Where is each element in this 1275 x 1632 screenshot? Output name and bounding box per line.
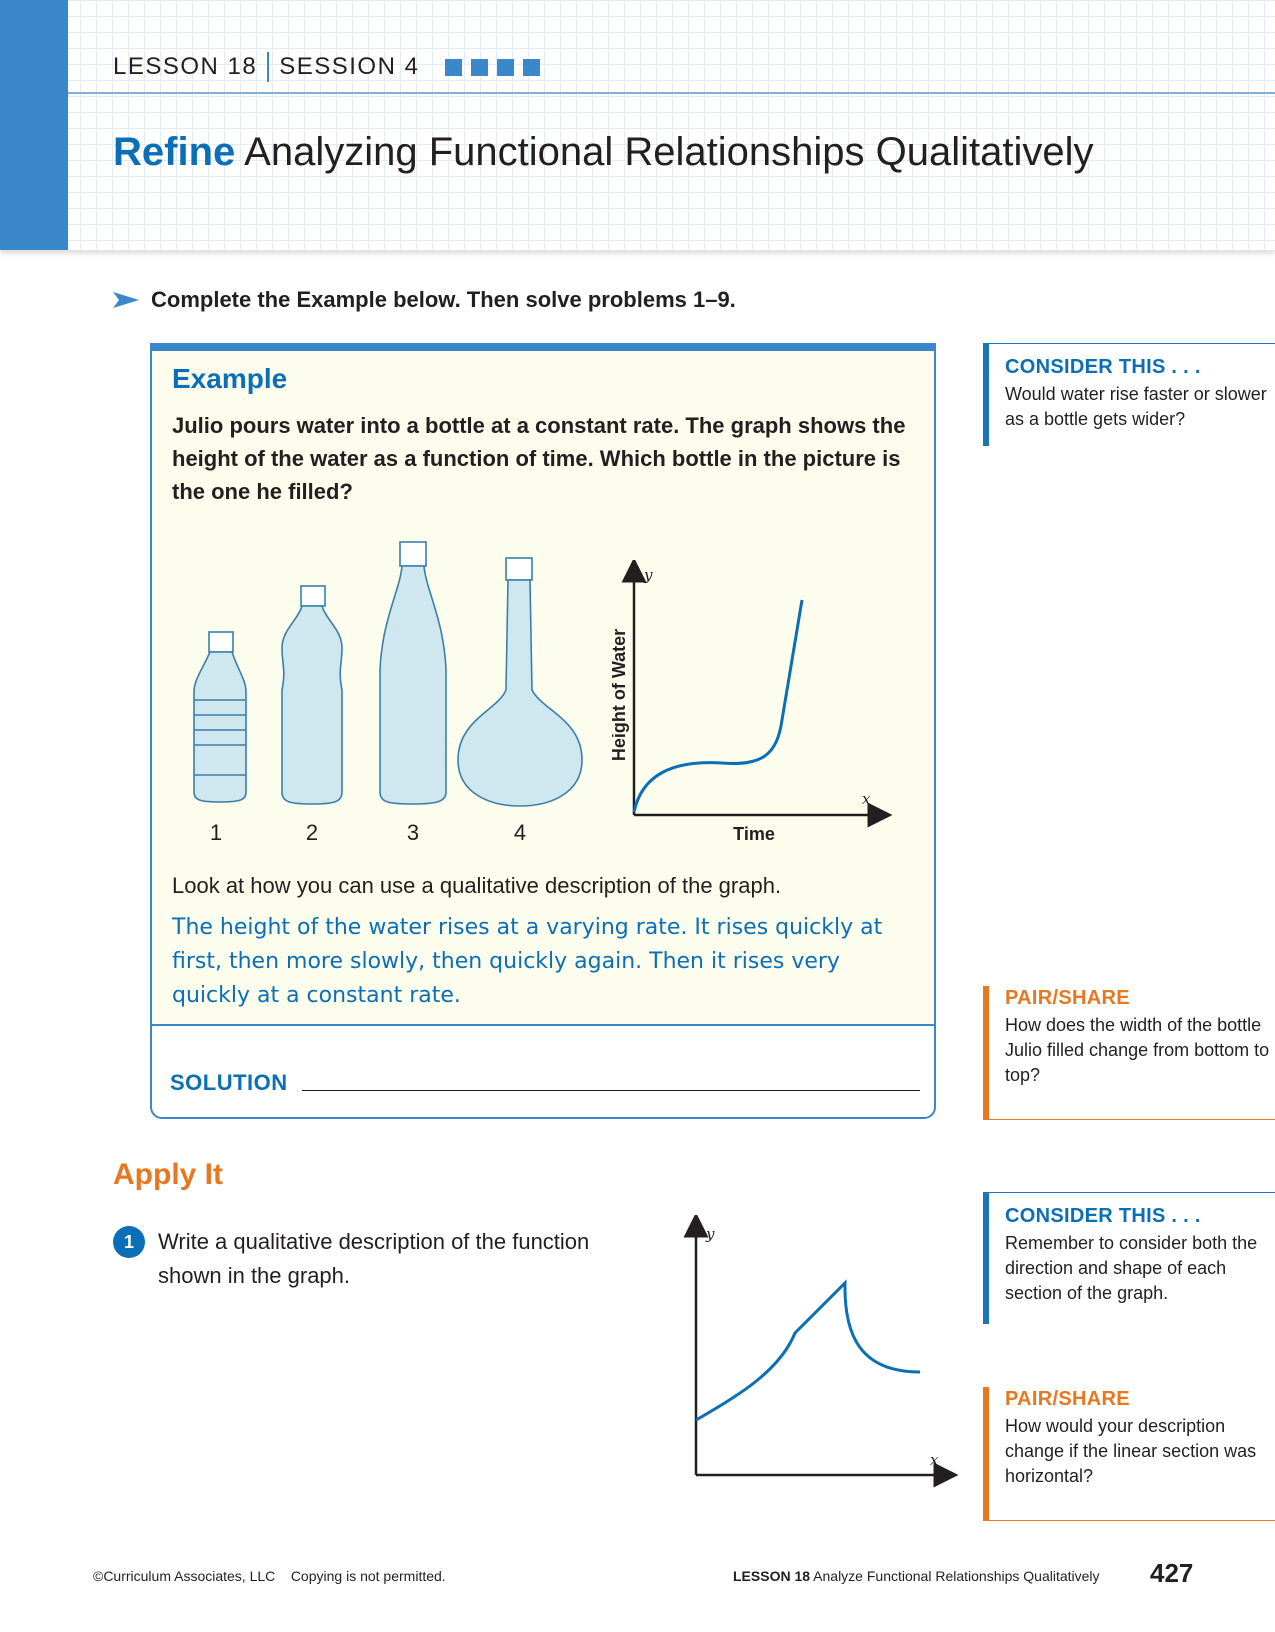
session-label: SESSION 4 bbox=[279, 53, 420, 80]
bottle-4-icon bbox=[457, 557, 583, 807]
example-question: Julio pours water into a bottle at a con… bbox=[172, 413, 906, 504]
page-number: 427 bbox=[1150, 1558, 1194, 1588]
apply-it-heading: Apply It bbox=[113, 1158, 223, 1191]
bottle-1-icon bbox=[193, 631, 247, 803]
arrow-right-icon bbox=[113, 292, 139, 308]
instruction-text: Complete the Example below. Then solve p… bbox=[151, 287, 736, 312]
progress-square bbox=[445, 58, 463, 76]
graph-y-label: Height of Water bbox=[612, 629, 629, 761]
consider-this-note-2: CONSIDER THIS . . . Remember to consider… bbox=[983, 1192, 1275, 1324]
look-text: Look at how you can use a qualitative de… bbox=[172, 873, 782, 898]
bottle-3-icon bbox=[379, 541, 447, 805]
model-answer: The height of the water rises at a varyi… bbox=[172, 915, 883, 1008]
graph-y-var: y bbox=[705, 1225, 715, 1243]
graph-x-var: x bbox=[862, 790, 871, 808]
bottle-2-icon bbox=[281, 585, 343, 805]
header-blue-tab bbox=[0, 0, 68, 250]
graph-y-var: y bbox=[643, 566, 653, 584]
bottle-label-4: 4 bbox=[514, 820, 526, 845]
note-body: How would your description change if the… bbox=[1005, 1416, 1257, 1486]
note-title: PAIR/SHARE bbox=[1005, 1388, 1130, 1410]
note-body: Remember to consider both the direction … bbox=[1005, 1233, 1258, 1303]
pair-share-note-2: PAIR/SHARE How would your description ch… bbox=[983, 1387, 1275, 1521]
note-body: Would water rise faster or slower as a b… bbox=[1005, 384, 1267, 429]
page-title: Refine Analyzing Functional Relationship… bbox=[113, 130, 1094, 175]
bottle-label-1: 1 bbox=[210, 820, 222, 845]
bottle-label-3: 3 bbox=[407, 820, 419, 845]
session-progress-squares bbox=[445, 58, 541, 76]
function-curve bbox=[695, 1279, 921, 1422]
progress-square bbox=[497, 58, 515, 76]
progress-square bbox=[471, 58, 489, 76]
solution-answer-line[interactable] bbox=[302, 1090, 920, 1091]
problem-number-badge: 1 bbox=[113, 1226, 145, 1258]
instruction: Complete the Example below. Then solve p… bbox=[113, 287, 736, 313]
problem-1-graph: y x bbox=[683, 1215, 959, 1488]
example-graph: y x Time Height of Water bbox=[612, 560, 893, 844]
progress-square bbox=[523, 58, 541, 76]
example-heading: Example bbox=[172, 363, 288, 394]
bottles-illustration: 1 2 3 4 bbox=[193, 541, 583, 845]
page-title-refine: Refine bbox=[113, 130, 236, 174]
note-title: CONSIDER THIS . . . bbox=[1005, 356, 1201, 378]
bottle-label-2: 2 bbox=[306, 820, 318, 845]
pair-share-note-1: PAIR/SHARE How does the width of the bot… bbox=[983, 986, 1275, 1120]
note-body: How does the width of the bottle Julio f… bbox=[1005, 1015, 1270, 1085]
graph-x-label: Time bbox=[733, 824, 775, 844]
footer-lesson-title: Analyze Functional Relationships Qualita… bbox=[813, 1568, 1100, 1584]
note-title: PAIR/SHARE bbox=[1005, 987, 1130, 1009]
header-rule bbox=[68, 92, 1275, 94]
problem-1-text: Write a qualitative description of the f… bbox=[158, 1229, 590, 1288]
note-title: CONSIDER THIS . . . bbox=[1005, 1205, 1201, 1227]
graph-x-var: x bbox=[930, 1451, 939, 1469]
lesson-separator bbox=[267, 52, 270, 82]
solution-label: SOLUTION bbox=[170, 1070, 288, 1095]
footer-copyright: ©Curriculum Associates, LLC Copying is n… bbox=[93, 1568, 446, 1584]
example-top-bar bbox=[152, 345, 934, 351]
lesson-session-row: LESSON 18 SESSION 4 bbox=[113, 50, 541, 84]
consider-this-note-1: CONSIDER THIS . . . Would water rise fas… bbox=[983, 343, 1275, 446]
height-curve bbox=[632, 599, 804, 813]
example-box: Example Julio pours water into a bottle … bbox=[150, 343, 936, 1119]
footer-lesson-label: LESSON 18 bbox=[733, 1568, 811, 1584]
footer-lesson: LESSON 18 Analyze Functional Relationshi… bbox=[733, 1568, 1100, 1584]
lesson-label: LESSON 18 bbox=[113, 53, 258, 80]
header-band bbox=[0, 0, 1275, 250]
page-title-rest: Analyzing Functional Relationships Quali… bbox=[244, 130, 1094, 174]
